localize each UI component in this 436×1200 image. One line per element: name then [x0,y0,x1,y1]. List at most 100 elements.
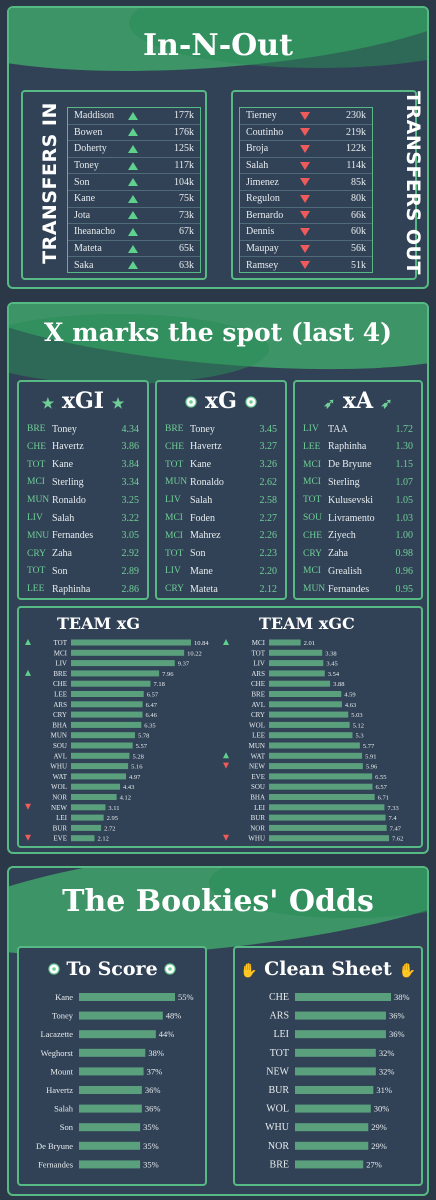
bar [269,773,373,780]
team-label: WHU [248,835,265,843]
team-label: LIV [55,660,67,668]
xa-row: CRY Zaha 0.98 [303,545,413,563]
xg-row: MUN Ronaldo 2.62 [165,473,277,491]
boot-icon: ➶ [323,396,336,412]
bar [71,649,185,656]
xa-row: MCI Grealish 0.96 [303,562,413,580]
bar-value-label: 32% [379,1066,395,1076]
football-icon [164,963,176,975]
stat-value: 1.05 [395,494,414,506]
bar [269,660,324,667]
bar [269,742,360,749]
bar-value-label: 36% [145,1104,161,1114]
player-name: Salah [52,512,75,524]
bar-value-label: 2.12 [97,836,108,843]
xa-row: CHE Ziyech 1.00 [303,527,413,545]
arrow-down-icon [300,178,310,187]
transfers-out-row: Broja 122k [240,141,372,158]
bar [71,670,160,677]
arrow-up-icon [25,669,31,676]
player-name: Tierney [246,110,277,122]
bar-value-label: 32% [379,1048,395,1058]
arrow-down-icon [300,128,310,137]
stat-value: 1.07 [395,476,414,488]
stat-value: 0.95 [395,583,414,595]
boot-icon: ➶ [380,396,393,412]
team-xg-title: TEAM xG [57,614,140,633]
team-label: NOR [52,794,67,802]
player-name: Iheanacho [74,226,116,238]
bar-value-label: 4.12 [120,795,131,802]
player-name: Grealish [328,565,362,577]
player-name: Salah [190,494,213,506]
bar-value-label: 38% [148,1048,164,1058]
transfers-in-row: Toney 117k [68,158,200,175]
arrow-up-icon [128,161,138,170]
player-name: Dennis [246,226,275,238]
stat-value: 2.62 [259,476,278,488]
bar [71,752,130,759]
bar [295,1104,371,1113]
player-name: Broja [246,143,269,155]
bar-value-label: 7.18 [153,681,164,688]
team-xgc-chart: MCI 2.01 TOT 3.38 LIV 3.45 ARS 3.54 CHE 3.88 BRE 4.… [223,639,403,843]
xg-row: LIV Salah 2.58 [165,491,277,509]
xg-row: LIV Mane 2.20 [165,562,277,580]
category-label: Salah [54,1104,74,1114]
team-label: NOR [250,824,265,832]
category-label: NOR [268,1141,289,1152]
bar-value-label: 5.12 [353,722,364,729]
xa-row: MUN Fernandes 0.95 [303,580,413,598]
glove-icon: ✋ [398,963,416,979]
team-label: MCI [252,639,266,647]
star-icon: ★ [111,396,125,412]
transfer-count: 60k [351,226,366,238]
bar [71,639,191,646]
xg-row: MCI Foden 2.27 [165,509,277,527]
category-label: Toney [52,1011,74,1021]
stat-value: 1.15 [395,459,414,471]
x-marks-section: X marks the spot (last 4) ★ xGI ★ BRE Ton… [7,302,429,854]
xg-row: CRY Mateta 2.12 [165,580,277,598]
transfer-count: 73k [179,209,194,221]
transfer-count: 230k [346,110,366,122]
player-name: Salah [246,160,269,172]
xgi-row: TOT Kane 3.84 [27,456,139,474]
bar [79,1048,146,1057]
xa-panel: ➶ xA ➶ LIV TAA 1.72 LEE Raphinha 1.30 MCI De Br… [293,380,423,600]
stat-value: 2.20 [259,565,278,577]
arrow-up-icon [128,111,138,120]
team-code: MNU [27,530,50,541]
player-name: Havertz [52,441,84,453]
player-name: Mateta [74,243,102,255]
bar [269,794,375,800]
bar-value-label: 7.4 [389,815,398,822]
section-title-x-marks: X marks the spot (last 4) [44,318,392,347]
player-name: Ziyech [328,530,356,542]
player-name: Toney [52,423,77,435]
bar [79,1104,142,1113]
transfers-out-panel: Tierney 230k Coutinho 219k Broja 122k Salah 114… [231,90,424,280]
bar [71,824,102,831]
xa-title: xA [342,388,374,414]
team-label: MUN [51,732,67,740]
bar-value-label: 4.43 [123,784,134,791]
arrow-up-icon [223,639,229,645]
team-code: CRY [303,548,323,559]
arrow-down-icon [300,211,310,220]
xa-row: LIV TAA 1.72 [303,420,413,438]
transfers-in-row: Mateta 65k [68,241,200,258]
transfers-out-row: Ramsey 51k [240,257,372,273]
player-name: Doherty [74,143,107,155]
transfer-count: 67k [179,226,194,238]
bar [269,804,385,811]
team-label: EVE [53,835,67,843]
in-n-out-section: In-N-Out TRANSFERS IN Maddison 177k Bowen 1… [7,6,429,289]
team-label: BUR [53,824,68,832]
bar-value-label: 5.96 [366,764,378,771]
player-name: Fernandes [328,583,370,595]
stat-value: 1.00 [395,530,414,542]
stat-value: 2.26 [259,530,278,542]
transfer-count: 85k [351,176,366,188]
bar-value-label: 10.22 [187,650,202,657]
